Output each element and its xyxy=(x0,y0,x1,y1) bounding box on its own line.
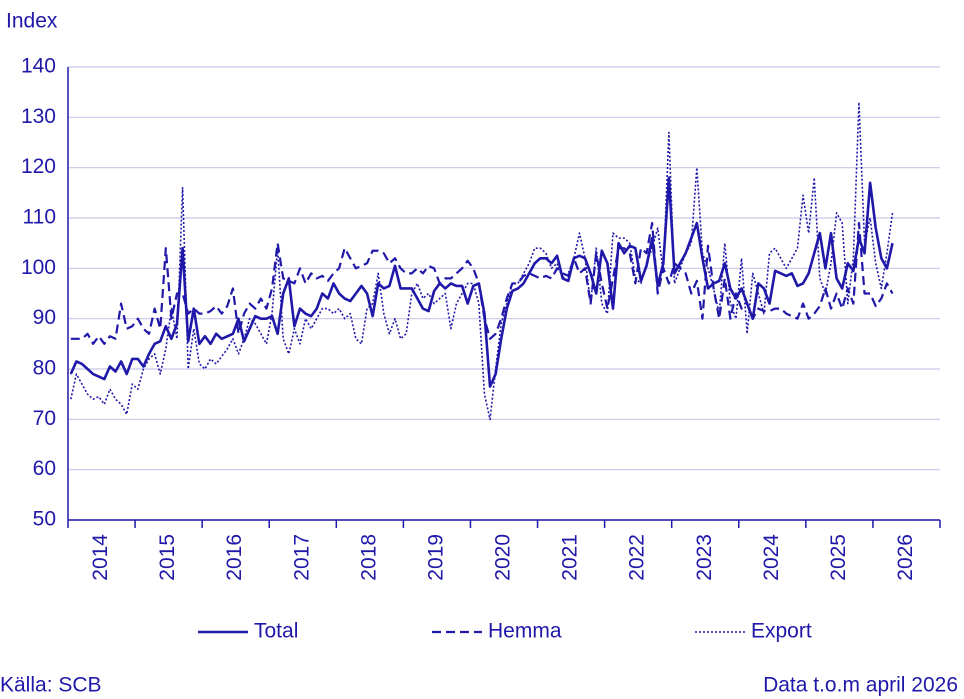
legend-label: Hemma xyxy=(488,620,562,643)
y-tick-label: 90 xyxy=(33,306,56,329)
line-series xyxy=(69,176,894,388)
x-tick-label: 2022 xyxy=(626,534,649,581)
x-tick-label: 2015 xyxy=(156,534,179,581)
note: Data t.o.m april 2026 xyxy=(763,674,958,697)
line-series xyxy=(70,101,894,421)
y-tick-label: 120 xyxy=(21,155,56,178)
y-tick-label: 100 xyxy=(21,256,56,279)
y-tick-label: 50 xyxy=(33,508,56,531)
x-tick-label: 2019 xyxy=(424,534,447,581)
y-axis-label: Index xyxy=(6,10,58,33)
y-tick-label: 70 xyxy=(33,407,56,430)
line-series xyxy=(70,221,894,345)
x-tick-label: 2014 xyxy=(89,534,112,581)
y-tick-label: 80 xyxy=(33,357,56,380)
source: Källa: SCB xyxy=(0,674,102,697)
y-tick-label: 110 xyxy=(23,206,56,229)
y-tick-label: 130 xyxy=(21,105,56,128)
x-tick-label: 2017 xyxy=(290,534,313,581)
x-tick-label: 2020 xyxy=(492,534,515,581)
x-tick-label: 2018 xyxy=(357,534,380,581)
x-tick-label: 2025 xyxy=(827,534,850,581)
x-tick-label: 2026 xyxy=(894,534,917,581)
x-tick-label: 2023 xyxy=(693,534,716,581)
x-tick-label: 2016 xyxy=(223,534,246,581)
legend-label: Total xyxy=(254,620,298,643)
legend-label: Export xyxy=(751,620,812,643)
y-tick-label: 140 xyxy=(21,55,56,78)
x-tick-label: 2024 xyxy=(760,534,783,581)
x-tick-label: 2021 xyxy=(559,534,582,581)
y-tick-label: 60 xyxy=(33,457,56,480)
